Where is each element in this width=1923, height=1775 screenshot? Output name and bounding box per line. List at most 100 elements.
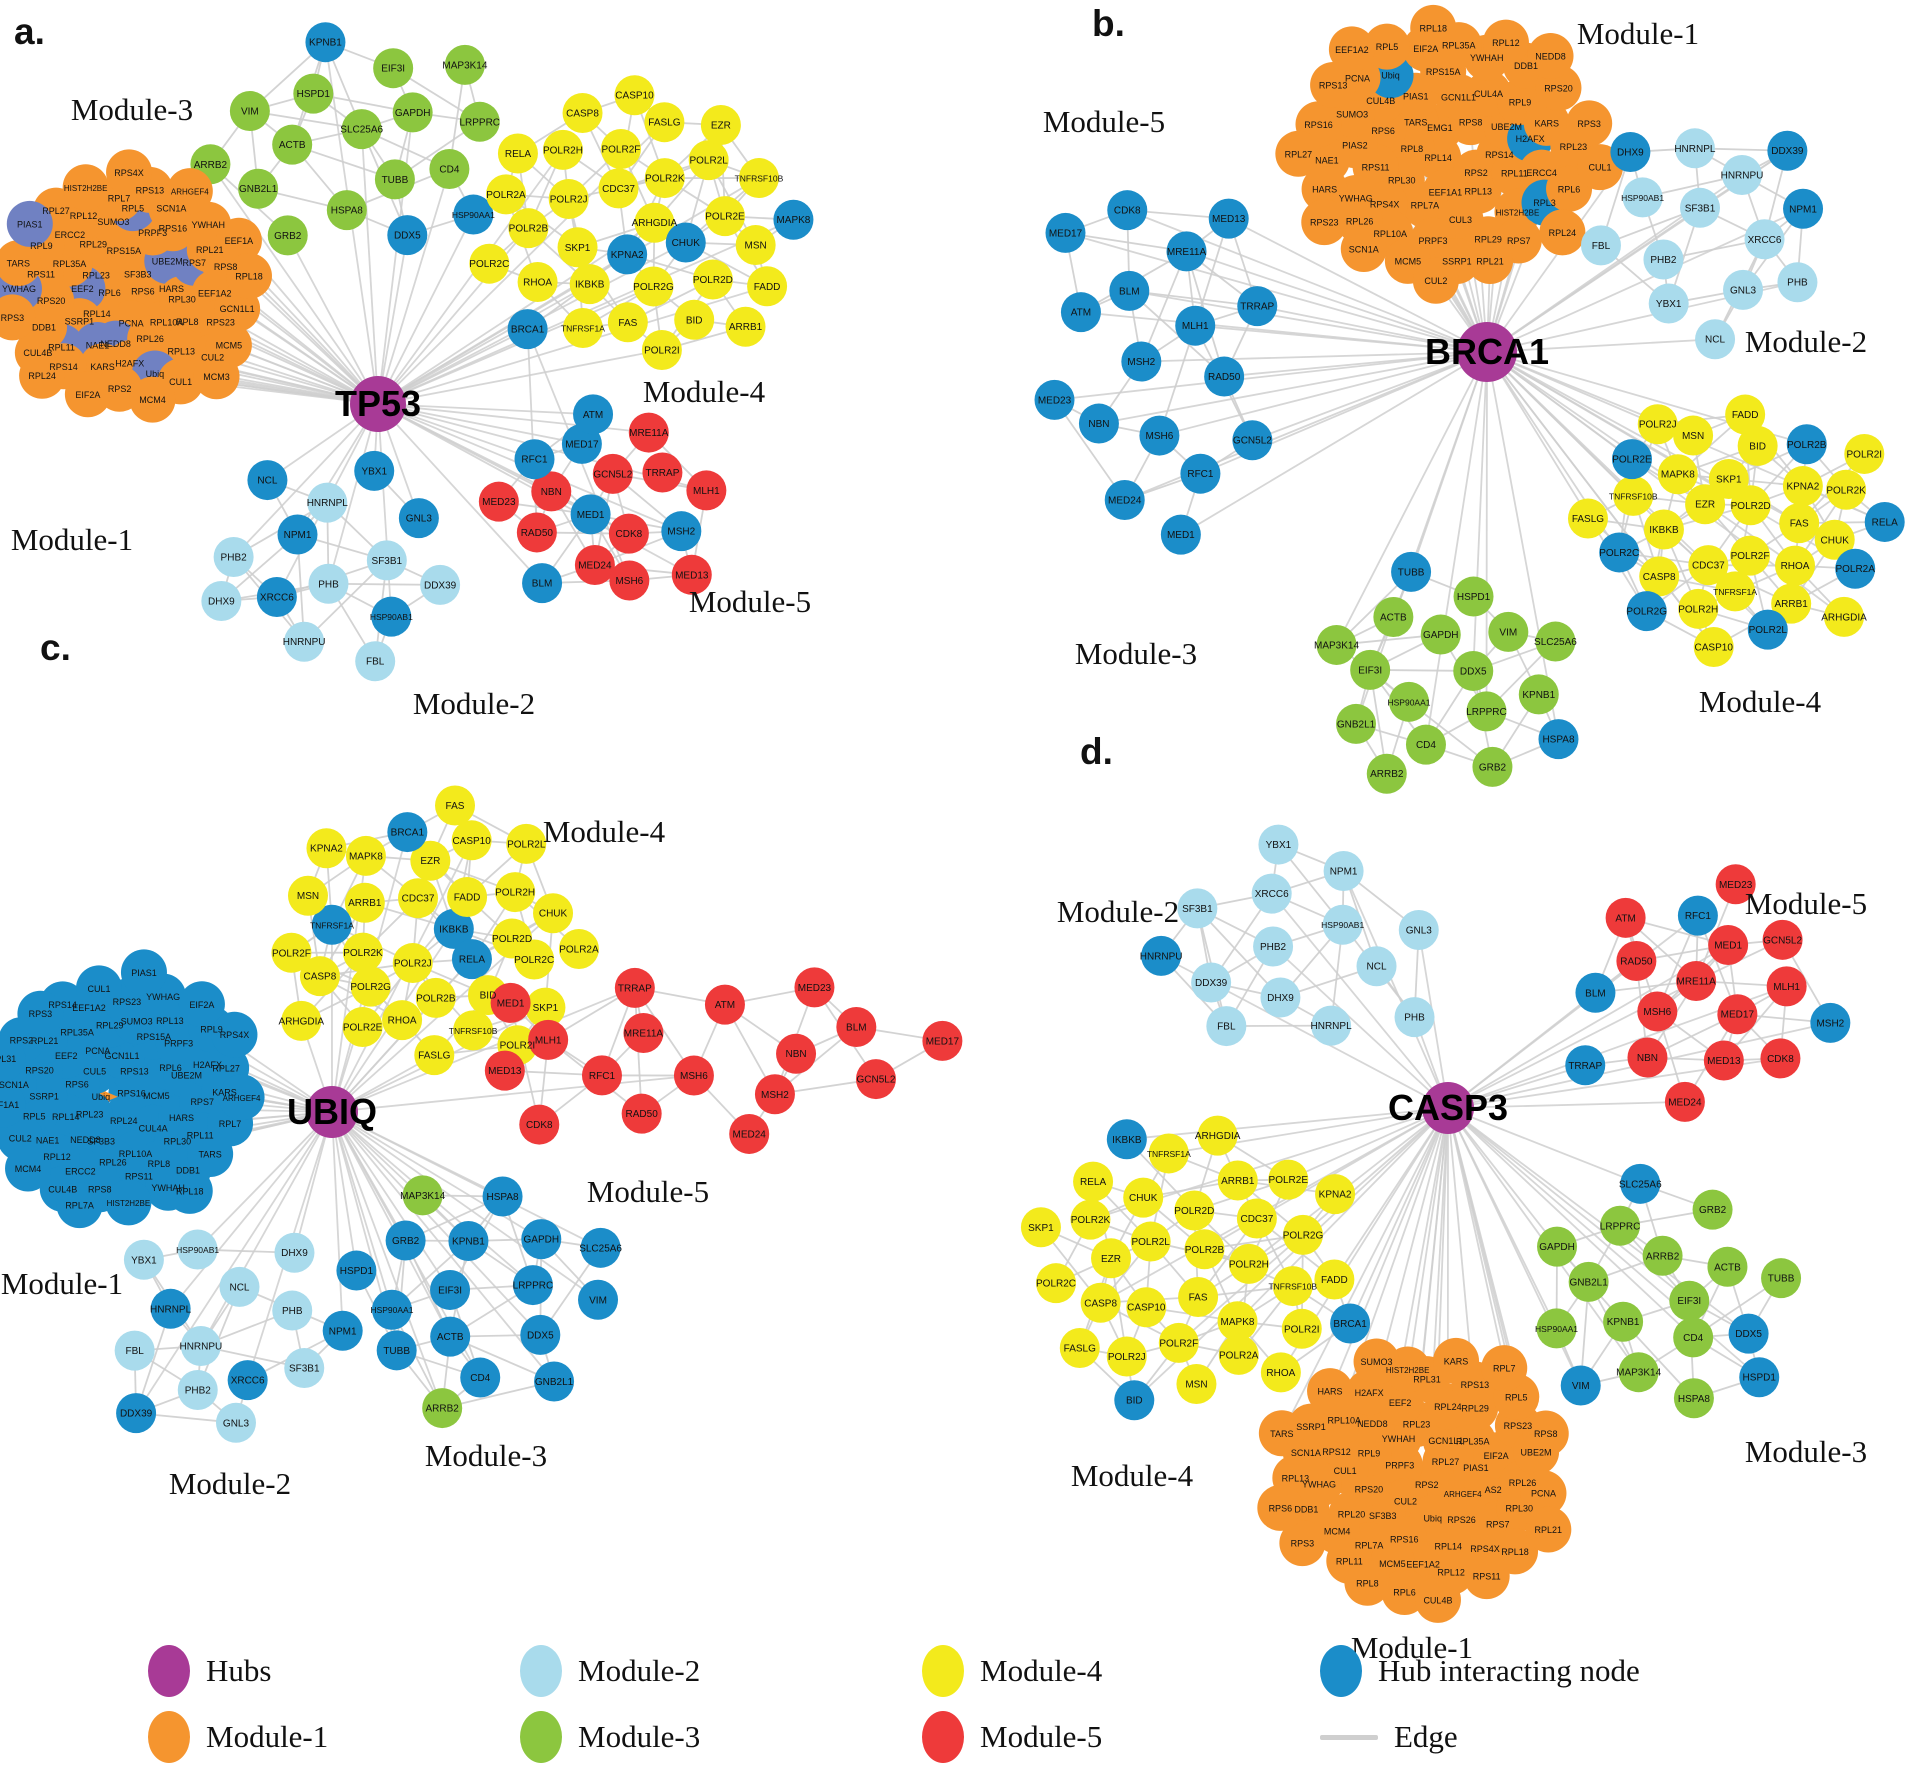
node-NPM1[interactable] <box>277 514 318 555</box>
node-RFC1[interactable] <box>1677 895 1718 936</box>
node-LRPPRC[interactable] <box>1600 1205 1641 1246</box>
node-MLH1[interactable] <box>1175 305 1216 346</box>
node-CD4[interactable] <box>1673 1317 1714 1358</box>
node-GNB2L1[interactable] <box>1336 703 1377 744</box>
node-ATM[interactable] <box>704 984 745 1025</box>
node-CUL2[interactable] <box>1412 257 1459 304</box>
node-BRCA1[interactable] <box>507 309 548 350</box>
node-CASP10[interactable] <box>614 75 655 116</box>
node-SKP1[interactable] <box>525 987 566 1028</box>
node-RPL24[interactable] <box>19 352 66 399</box>
node-HSPA8[interactable] <box>1673 1378 1714 1419</box>
node-TARS[interactable] <box>0 240 42 287</box>
node-GNL3[interactable] <box>1398 909 1439 950</box>
node-MSH6[interactable] <box>1637 991 1678 1032</box>
node-POLR2E[interactable] <box>342 1006 383 1047</box>
node-POLR2C[interactable] <box>1599 532 1640 573</box>
node-LRPPRC[interactable] <box>512 1265 553 1306</box>
node-HSP90AA1[interactable] <box>453 194 494 235</box>
node-CASP10[interactable] <box>1693 626 1734 667</box>
node-TNFRSF1A[interactable] <box>1715 571 1756 612</box>
node-HSP90AA1[interactable] <box>1388 681 1429 722</box>
node-FBL[interactable] <box>114 1330 155 1371</box>
node-ARRB1[interactable] <box>725 306 766 347</box>
node-PHB2[interactable] <box>1643 239 1684 280</box>
node-MED17[interactable] <box>922 1020 963 1061</box>
node-CDK8[interactable] <box>1760 1038 1801 1079</box>
node-MSH6[interactable] <box>609 560 650 601</box>
node-GNL3[interactable] <box>215 1402 256 1443</box>
node-POLR2G[interactable] <box>1626 591 1667 632</box>
node-HNRNPU[interactable] <box>284 621 325 662</box>
node-NCL[interactable] <box>219 1266 260 1307</box>
node-MED1[interactable] <box>1160 514 1201 555</box>
node-RPL7A[interactable] <box>56 1182 103 1229</box>
node-DDX5[interactable] <box>1453 650 1494 691</box>
node-POLR2L[interactable] <box>688 140 729 181</box>
node-SLC25A6[interactable] <box>580 1227 621 1268</box>
node-FAS[interactable] <box>1178 1277 1219 1318</box>
node-EZR[interactable] <box>1685 484 1726 525</box>
node-MLH1[interactable] <box>1766 966 1807 1007</box>
node-VIM[interactable] <box>229 91 270 132</box>
node-RPL18[interactable] <box>1410 4 1457 51</box>
hub-node-CASP3[interactable] <box>1422 1082 1474 1134</box>
node-SLC25A6[interactable] <box>341 109 382 150</box>
node-EZR[interactable] <box>700 105 741 146</box>
node-POLR2E[interactable] <box>1268 1159 1309 1200</box>
node-HNRNPU[interactable] <box>180 1326 221 1367</box>
node-RPL7[interactable] <box>1481 1345 1528 1392</box>
node-NBN[interactable] <box>776 1033 817 1074</box>
node-YBX1[interactable] <box>123 1239 164 1280</box>
node-ARHGDIA[interactable] <box>1197 1115 1238 1156</box>
node-SF3B1[interactable] <box>284 1348 325 1389</box>
node-GRB2[interactable] <box>1472 746 1513 787</box>
node-CASP8[interactable] <box>299 956 340 997</box>
node-TNFRSF10B[interactable] <box>738 158 779 199</box>
node-HSP90AA1[interactable] <box>371 1289 412 1330</box>
node-SLC25A6[interactable] <box>1535 621 1576 662</box>
node-RPL21[interactable] <box>1467 237 1514 284</box>
node-ARRB1[interactable] <box>344 882 385 923</box>
node-HSPD1[interactable] <box>1739 1357 1780 1398</box>
node-RAD50[interactable] <box>1204 356 1245 397</box>
node-RPS4X[interactable] <box>211 1011 258 1058</box>
node-RHOA[interactable] <box>517 261 558 302</box>
node-DDX39[interactable] <box>420 564 461 605</box>
node-CHUK[interactable] <box>1814 519 1855 560</box>
node-DDX39[interactable] <box>1191 962 1232 1003</box>
hub-node-UBIQ[interactable] <box>306 1086 358 1138</box>
node-NBN[interactable] <box>531 471 572 512</box>
node-POLR2F[interactable] <box>600 128 641 169</box>
node-MSH6[interactable] <box>673 1055 714 1096</box>
node-EIF2A[interactable] <box>178 981 225 1028</box>
node-POLR2L[interactable] <box>506 823 547 864</box>
node-POLR2F[interactable] <box>1730 535 1771 576</box>
node-CDC37[interactable] <box>398 878 439 919</box>
node-TRRAP[interactable] <box>614 967 655 1008</box>
node-MRE11A[interactable] <box>623 1013 664 1054</box>
node-EIF3I[interactable] <box>430 1269 471 1310</box>
node-MSH2[interactable] <box>754 1074 795 1115</box>
node-MED1[interactable] <box>1708 925 1749 966</box>
node-MED17[interactable] <box>1045 212 1086 253</box>
node-POLR2B[interactable] <box>1786 424 1827 465</box>
node-POLR2B[interactable] <box>415 977 456 1018</box>
node-CASP8[interactable] <box>562 93 603 134</box>
node-EIF3I[interactable] <box>1350 649 1391 690</box>
node-RFC1[interactable] <box>514 439 555 480</box>
node-GAPDH[interactable] <box>1537 1226 1578 1267</box>
node-TUBB[interactable] <box>374 159 415 200</box>
node-ARHGDIA[interactable] <box>634 202 675 243</box>
node-DDX39[interactable] <box>116 1393 157 1434</box>
node-MLH1[interactable] <box>528 1019 569 1060</box>
node-KPNA2[interactable] <box>607 234 648 275</box>
hub-node-BRCA1[interactable] <box>1457 322 1517 382</box>
node-HNRNPL[interactable] <box>1674 128 1715 169</box>
node-ARHGDIA[interactable] <box>281 1000 322 1041</box>
node-POLR2G[interactable] <box>1282 1214 1323 1255</box>
node-TNFRSF10B[interactable] <box>1272 1266 1313 1307</box>
node-HSPA8[interactable] <box>482 1176 523 1217</box>
node-MRE11A[interactable] <box>1676 960 1717 1001</box>
node-RPL7A[interactable] <box>1401 181 1448 228</box>
